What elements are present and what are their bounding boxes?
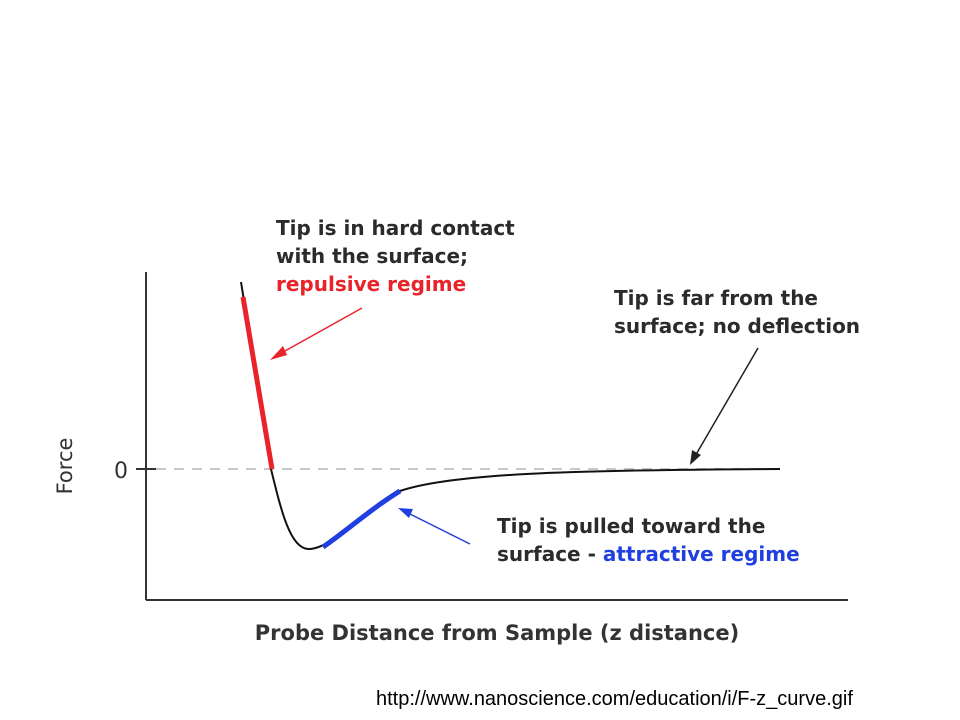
attractive-segment xyxy=(321,488,402,550)
attractive-arrow xyxy=(398,508,471,545)
repulsive-regime-label: repulsive regime xyxy=(276,272,467,296)
x-axis-label: Probe Distance from Sample (z distance) xyxy=(255,621,739,645)
y-axis-label: Force xyxy=(53,438,77,495)
y-tick-label: 0 xyxy=(114,459,128,484)
far-arrow xyxy=(690,347,759,465)
repulsive-annotation-line-1: Tip is in hard contact xyxy=(276,216,515,240)
repulsive-segment xyxy=(240,296,275,470)
attractive-regime-label: attractive regime xyxy=(602,542,800,566)
far-annotation-line-1: Tip is far from the xyxy=(614,286,818,310)
attractive-annotation: Tip is pulled toward the surface - attra… xyxy=(497,512,800,568)
far-annotation: Tip is far from the surface; no deflecti… xyxy=(614,284,860,340)
far-annotation-line-2: surface; no deflection xyxy=(614,314,861,338)
attractive-annotation-line-1: Tip is pulled toward the xyxy=(497,514,766,538)
attractive-annotation-prefix: surface - xyxy=(497,542,603,566)
source-url: http://www.nanoscience.com/education/i/F… xyxy=(376,688,853,710)
repulsive-annotation: Tip is in hard contact with the surface;… xyxy=(276,214,515,298)
repulsive-annotation-line-2: with the surface; xyxy=(276,244,469,268)
repulsive-arrow xyxy=(270,307,363,360)
attractive-annotation-line-2: surface - attractive regime xyxy=(497,540,800,568)
